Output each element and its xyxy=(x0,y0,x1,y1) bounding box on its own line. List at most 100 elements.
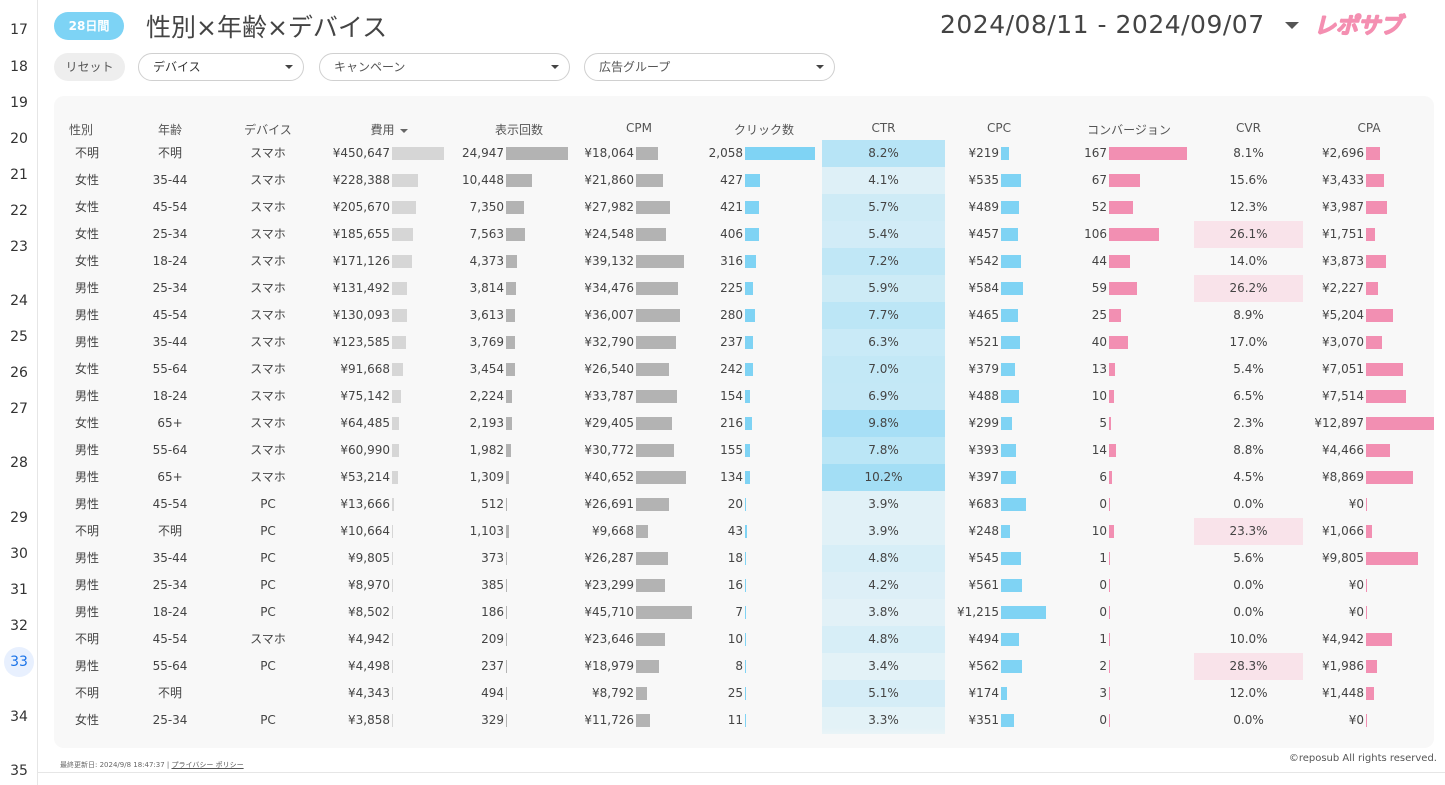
impr-cell: 3,814 xyxy=(469,281,504,295)
device-filter-dropdown[interactable]: デバイス xyxy=(138,53,304,81)
date-range-picker[interactable]: 2024/08/11 - 2024/09/07 xyxy=(940,10,1265,39)
age-cell: 45-54 xyxy=(152,308,188,322)
table-row[interactable]: 女性 18-24 スマホ 7.2% 14.0% ¥171,126 4,373 ¥39,132 3… xyxy=(54,248,1434,275)
conv-bar xyxy=(1109,714,1110,727)
column-header[interactable]: CTR xyxy=(822,121,945,135)
cvr-cell: 10.0% xyxy=(1229,632,1268,646)
column-header[interactable]: 費用 xyxy=(334,121,444,138)
row-number[interactable]: 25 xyxy=(10,329,28,345)
table-row[interactable]: 不明 不明 PC 3.9% 23.3% ¥10,664 1,103 ¥9,668 43 ¥248 1… xyxy=(54,518,1434,545)
row-number[interactable]: 35 xyxy=(10,763,28,779)
row-number[interactable]: 24 xyxy=(10,293,28,309)
table-row[interactable]: 男性 65+ スマホ 10.2% 4.5% ¥53,214 1,309 ¥40,652 134 ¥… xyxy=(54,464,1434,491)
row-number[interactable]: 31 xyxy=(10,582,28,598)
table-row[interactable]: 男性 35-44 スマホ 6.3% 17.0% ¥123,585 3,769 ¥32,790 2… xyxy=(54,329,1434,356)
column-header[interactable]: 年齢 xyxy=(146,121,194,138)
table-row[interactable]: 男性 45-54 PC 3.9% 0.0% ¥13,666 512 ¥26,691 20 ¥683… xyxy=(54,491,1434,518)
cpm-cell: ¥27,982 xyxy=(584,200,634,214)
period-badge[interactable]: 28日間 xyxy=(54,12,124,40)
clicks-bar xyxy=(745,525,747,538)
table-row[interactable]: 男性 18-24 スマホ 6.9% 6.5% ¥75,142 2,224 ¥33,787 154… xyxy=(54,383,1434,410)
ctr-cell: 7.7% xyxy=(868,308,899,322)
gender-cell: 男性 xyxy=(74,578,99,592)
cost-bar xyxy=(392,633,393,646)
row-number[interactable]: 32 xyxy=(10,618,28,634)
conv-cell: 52 xyxy=(1091,200,1107,214)
column-header[interactable]: コンバージョン xyxy=(1064,121,1194,138)
row-number[interactable]: 33 xyxy=(4,647,34,677)
table-row[interactable]: 不明 45-54 スマホ 4.8% 10.0% ¥4,942 209 ¥23,646 10 ¥49… xyxy=(54,626,1434,653)
conv-cell: 44 xyxy=(1091,254,1107,268)
cost-cell: ¥64,485 xyxy=(340,416,390,430)
privacy-policy-link[interactable]: プライバシー ポリシー xyxy=(171,761,244,769)
clicks-bar xyxy=(745,714,746,727)
row-number[interactable]: 29 xyxy=(10,510,28,526)
row-number[interactable]: 21 xyxy=(10,167,28,183)
column-header[interactable]: 表示回数 xyxy=(464,121,574,138)
gender-cell: 男性 xyxy=(74,551,99,565)
ctr-cell: 10.2% xyxy=(864,470,903,484)
row-number[interactable]: 26 xyxy=(10,365,28,381)
row-number[interactable]: 19 xyxy=(10,95,28,111)
chevron-down-icon xyxy=(816,65,824,69)
table-row[interactable]: 男性 55-64 PC 3.4% 28.3% ¥4,498 237 ¥18,979 8 ¥562 2… xyxy=(54,653,1434,680)
ad-group-filter-dropdown[interactable]: 広告グループ xyxy=(584,53,835,81)
impr-bar xyxy=(506,525,509,538)
column-header[interactable]: CVR xyxy=(1194,121,1303,135)
table-row[interactable]: 女性 65+ スマホ 9.8% 2.3% ¥64,485 2,193 ¥29,405 216 ¥2… xyxy=(54,410,1434,437)
row-number[interactable]: 28 xyxy=(10,455,28,471)
ctr-cell: 3.3% xyxy=(868,713,899,727)
chevron-down-icon xyxy=(551,65,559,69)
table-row[interactable]: 不明 不明 5.1% 12.0% ¥4,343 494 ¥8,792 25 ¥174 3 ¥1,44… xyxy=(54,680,1434,707)
reset-button[interactable]: リセット xyxy=(54,53,125,81)
column-header[interactable]: 性別 xyxy=(62,121,100,138)
row-number[interactable]: 22 xyxy=(10,203,28,219)
impr-bar xyxy=(506,309,515,322)
row-number[interactable]: 17 xyxy=(10,22,28,38)
conv-cell: 0 xyxy=(1099,713,1107,727)
table-row[interactable]: 男性 18-24 PC 3.8% 0.0% ¥8,502 186 ¥45,710 7 ¥1,215… xyxy=(54,599,1434,626)
table-row[interactable]: 男性 25-34 スマホ 5.9% 26.2% ¥131,492 3,814 ¥34,476 2… xyxy=(54,275,1434,302)
table-row[interactable]: 男性 55-64 スマホ 7.8% 8.8% ¥60,990 1,982 ¥30,772 155… xyxy=(54,437,1434,464)
table-row[interactable]: 女性 45-54 スマホ 5.7% 12.3% ¥205,670 7,350 ¥27,982 4… xyxy=(54,194,1434,221)
table-row[interactable]: 男性 25-34 PC 4.2% 0.0% ¥8,970 385 ¥23,299 16 ¥561 0… xyxy=(54,572,1434,599)
campaign-filter-dropdown[interactable]: キャンペーン xyxy=(319,53,570,81)
cpm-cell: ¥39,132 xyxy=(584,254,634,268)
cpa-cell: ¥1,751 xyxy=(1322,227,1364,241)
table-row[interactable]: 女性 55-64 スマホ 7.0% 5.4% ¥91,668 3,454 ¥26,540 242… xyxy=(54,356,1434,383)
column-header[interactable]: CPC xyxy=(944,121,1054,135)
conv-bar xyxy=(1109,390,1114,403)
row-number[interactable]: 20 xyxy=(10,131,28,147)
date-dropdown-icon[interactable] xyxy=(1285,22,1299,29)
ctr-heat-cell xyxy=(822,680,945,707)
device-cell: スマホ xyxy=(250,416,286,430)
impr-cell: 1,103 xyxy=(469,524,504,538)
conv-cell: 13 xyxy=(1091,362,1107,376)
gender-cell: 男性 xyxy=(74,281,99,295)
cpa-bar xyxy=(1366,336,1383,349)
table-row[interactable]: 男性 45-54 スマホ 7.7% 8.9% ¥130,093 3,613 ¥36,007 28… xyxy=(54,302,1434,329)
device-cell: スマホ xyxy=(250,254,286,268)
table-row[interactable]: 不明 不明 スマホ 8.2% 8.1% ¥450,647 24,947 ¥18,064 2,05… xyxy=(54,140,1434,167)
data-table[interactable]: 性別 年齢 デバイス 費用 表示回数 CPM クリック数 CTR CPC コンバージョン CVR CP… xyxy=(54,106,1434,738)
row-number[interactable]: 18 xyxy=(10,59,28,75)
device-cell: PC xyxy=(260,497,276,511)
row-number[interactable]: 30 xyxy=(10,546,28,562)
table-row[interactable]: 女性 35-44 スマホ 4.1% 15.6% ¥228,388 10,448 ¥21,860… xyxy=(54,167,1434,194)
gender-cell: 男性 xyxy=(74,470,99,484)
ctr-cell: 6.3% xyxy=(868,335,899,349)
cpm-cell: ¥29,405 xyxy=(584,416,634,430)
table-row[interactable]: 女性 25-34 スマホ 5.4% 26.1% ¥185,655 7,563 ¥24,548 4… xyxy=(54,221,1434,248)
column-header[interactable]: クリック数 xyxy=(704,121,824,138)
column-header[interactable]: CPA xyxy=(1314,121,1424,135)
row-number[interactable]: 34 xyxy=(10,709,28,725)
row-number[interactable]: 23 xyxy=(10,239,28,255)
age-cell: 65+ xyxy=(157,470,183,484)
age-cell: 不明 xyxy=(157,524,182,538)
row-number[interactable]: 27 xyxy=(10,401,28,417)
column-header[interactable]: CPM xyxy=(584,121,694,135)
cpa-cell: ¥0 xyxy=(1348,713,1364,727)
column-header[interactable]: デバイス xyxy=(230,121,306,138)
table-row[interactable]: 男性 35-44 PC 4.8% 5.6% ¥9,805 373 ¥26,287 18 ¥545 1… xyxy=(54,545,1434,572)
conv-cell: 2 xyxy=(1099,659,1107,673)
